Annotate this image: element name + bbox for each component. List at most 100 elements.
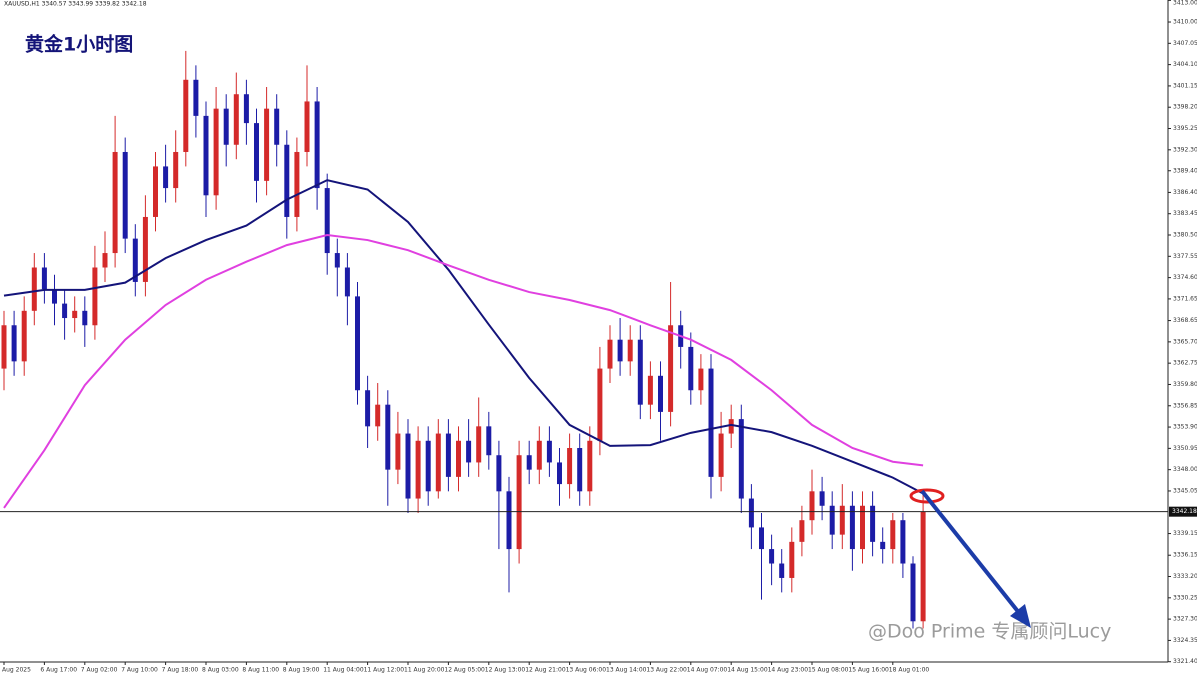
y-tick-label: 3413.00 [1173,0,1197,7]
candle-body [496,455,502,492]
candle-body [718,433,724,477]
x-tick-label: 15 Aug 08:00 [808,667,849,674]
candle-body [223,108,229,145]
x-tick-label: 12 Aug 21:00 [525,667,566,674]
y-tick-label: 3386.40 [1173,189,1197,196]
candle-body [637,339,643,405]
moving-average [3,233,924,509]
current-price-box [1169,506,1197,517]
candle-body [264,108,270,181]
candle-body [809,491,815,521]
highlight-circle [909,488,945,504]
x-tick-label: 8 Aug 03:00 [202,667,239,674]
y-tick-label: 3404.10 [1173,61,1197,68]
x-tick-label: 11 Aug 12:00 [364,667,405,674]
x-tick-label: Aug 2025 [2,667,31,674]
candle-body [31,267,37,311]
candle-body [890,520,896,550]
candle-body [173,151,179,189]
x-tick-label: 8 Aug 19:00 [283,667,320,674]
x-tick-label: 6 Aug 17:00 [40,667,77,674]
y-tick-label: 3333.20 [1173,573,1197,580]
y-tick-label: 3392.30 [1173,146,1197,153]
current-price-label: 3342.18 [1172,508,1197,515]
candle-body [769,549,775,564]
arrow-head [1010,604,1031,628]
candle-body [698,368,704,391]
candle-body [334,253,340,268]
candle-body [728,419,734,434]
y-tick-label: 3356.85 [1173,402,1197,409]
candle-body [243,94,249,124]
candle-body [779,563,785,578]
arrow-shaft [920,489,1022,616]
candle-body [456,440,461,477]
y-tick-label: 3330.25 [1173,594,1197,601]
candle-body [294,151,300,217]
y-tick-label: 3374.60 [1173,274,1197,281]
x-tick-label: 18 Aug 01:00 [889,667,930,674]
candle-body [829,505,835,535]
x-tick-label: 14 Aug 15:00 [727,667,768,674]
y-tick-label: 3371.65 [1173,295,1197,302]
candle-body [304,101,310,152]
candle-body [910,563,916,622]
plot [0,50,1168,629]
y-tick-label: 3389.40 [1173,167,1197,174]
candle-body [122,151,128,239]
candle-body [355,296,360,391]
candle-body [193,79,199,116]
candle-body [526,455,532,470]
candle-body [11,325,17,362]
candle-body [21,310,27,362]
x-tick-label: 13 Aug 22:00 [646,667,687,674]
candle-body [274,108,280,145]
candle-body [395,433,401,470]
y-tick-label: 3324.35 [1173,637,1197,644]
candle-body [425,440,431,492]
candle-body [405,433,411,499]
y-tick-label: 3336.15 [1173,552,1197,559]
x-tick-label: 14 Aug 07:00 [687,667,728,674]
candle-body [102,253,108,268]
y-tick-label: 3339.15 [1173,530,1197,537]
candle-body [486,426,492,456]
candle-body [920,511,926,622]
candle-body [365,390,371,427]
y-tick-label: 3345.05 [1173,487,1197,494]
x-tick-label: 14 Aug 23:00 [768,667,809,674]
candle-body [1,325,7,369]
candle-body [92,267,98,326]
y-tick-label: 3380.50 [1173,232,1197,239]
chart-title: 黄金1小时图 [25,33,133,56]
symbol-info: XAUUSD,H1 3340.57 3343.99 3339.82 3342.1… [4,1,147,8]
y-tick-label: 3383.45 [1173,210,1197,217]
candle-body [112,151,118,254]
candle-body [516,455,522,550]
candle-body [819,491,825,506]
candle-body [284,144,290,217]
candle-body [536,440,542,470]
candle-body [314,101,320,189]
candle-body [163,166,169,189]
y-tick-label: 3353.90 [1173,424,1197,431]
candle-body [375,404,381,427]
candle-body [738,419,744,499]
y-tick-label: 3321.40 [1173,658,1197,665]
candle-body [435,433,441,492]
candle-body [385,404,391,470]
candle-body [153,166,158,217]
y-tick-label: 3368.65 [1173,317,1197,324]
y-tick-label: 3359.80 [1173,381,1197,388]
candle-body [506,491,512,550]
candle-body [870,505,876,542]
candle-body [546,440,552,463]
candle-body [254,123,259,181]
candle-body [617,339,623,362]
x-tick-label: 12 Aug 13:00 [485,667,526,674]
candle-body [557,462,562,485]
y-tick-label: 3327.30 [1173,616,1197,623]
y-tick-label: 3350.95 [1173,445,1197,452]
